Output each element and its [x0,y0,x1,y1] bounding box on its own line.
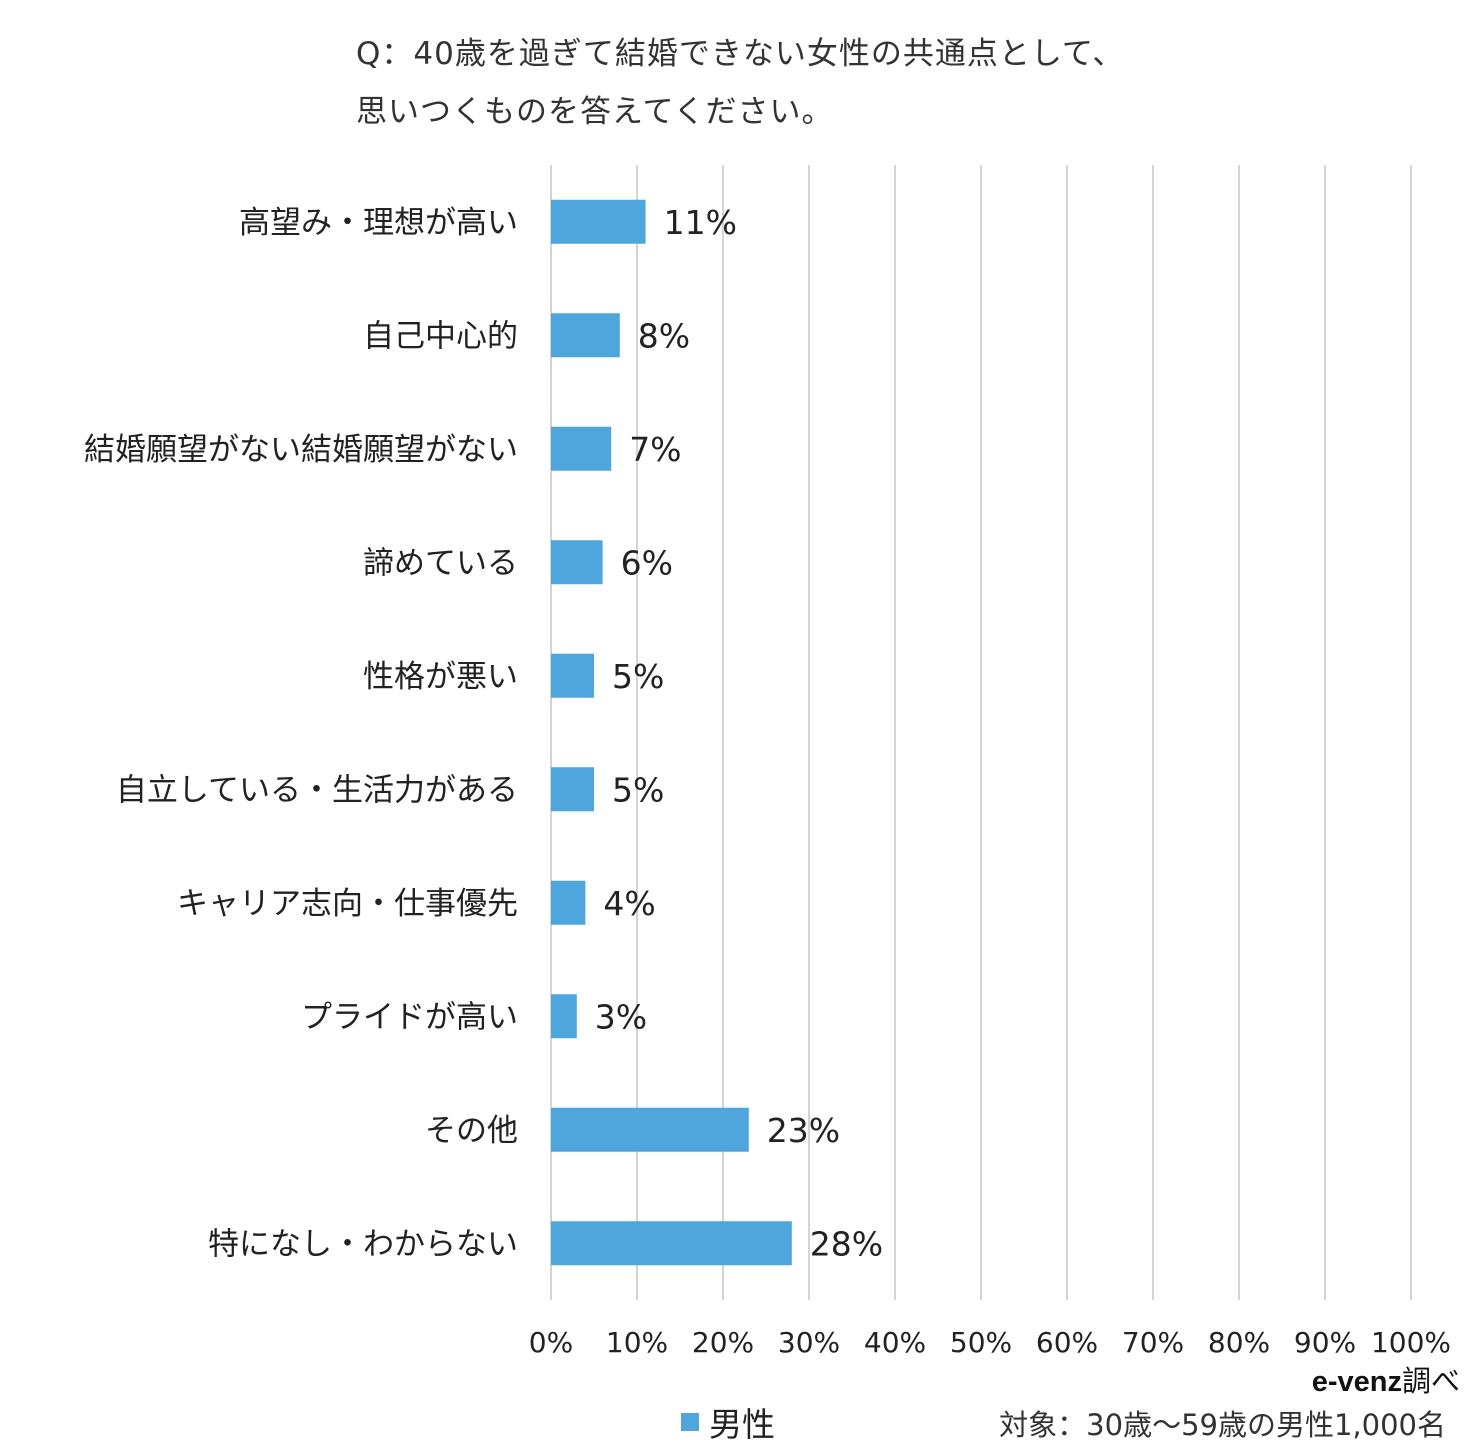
x-tick-label: 30% [778,1326,840,1359]
x-tick-label: 100% [1371,1326,1451,1359]
bar [551,653,594,698]
category-label: 自立している・生活力がある [116,772,518,808]
value-label: 5% [612,657,664,696]
bar [551,767,594,812]
bar [551,540,603,585]
category-label: 自己中心的 [363,318,518,354]
value-label: 28% [810,1224,883,1263]
value-label: 6% [621,543,673,582]
category-labels: 高望み・理想が高い自己中心的結婚願望がない結婚願望がない諦めている性格が悪い自立… [84,205,518,1263]
x-tick-label: 60% [1036,1326,1098,1359]
bar [551,994,577,1039]
category-label: 特になし・わからない [208,1226,518,1262]
legend-swatch [681,1413,699,1431]
bar [551,313,620,358]
legend-label: 男性 [709,1405,775,1444]
category-label: 性格が悪い [363,659,518,695]
bars [551,199,792,1266]
x-tick-label: 70% [1122,1326,1184,1359]
grid-lines [550,165,1412,1300]
value-label: 7% [629,430,681,469]
value-label: 23% [767,1111,840,1150]
survey-target-note: 対象：30歳～59歳の男性1,000名 [999,1408,1446,1442]
category-label: その他 [425,1113,518,1149]
x-tick-label: 40% [864,1326,926,1359]
value-label: 4% [603,884,655,923]
x-tick-label: 20% [692,1326,754,1359]
x-tick-labels: 0% 10% 20% 30% 40% 50% 60% 70% 80% 90% 100% [529,1326,1451,1359]
category-label: 高望み・理想が高い [239,205,518,241]
category-label: プライドが高い [301,999,518,1035]
source-credit: e-venz調べ [1312,1358,1460,1400]
x-tick-label: 80% [1208,1326,1270,1359]
legend: 男性 [681,1398,775,1446]
value-label: 8% [638,316,690,355]
bar [551,426,612,471]
value-label: 5% [612,770,664,809]
bar [551,1221,792,1266]
category-label: キャリア志向・仕事優先 [177,886,518,922]
category-label: 諦めている [363,545,518,581]
value-labels: 11% 8% 7% 6% 5% 5% 4% 3% 23% 28% [595,203,883,1264]
bar [551,199,646,244]
source-suffix: 調べ [1401,1364,1460,1398]
x-tick-label: 10% [606,1326,668,1359]
chart-title-line2: 思いつくものを答えてください。 [356,94,834,130]
value-label: 11% [664,203,737,242]
x-tick-label: 90% [1294,1326,1356,1359]
bar [551,880,586,925]
x-tick-label: 0% [529,1326,573,1359]
x-tick-label: 50% [950,1326,1012,1359]
source-brand: e-venz [1311,1366,1402,1398]
chart-title-line1: Q：40歳を過ぎて結婚できない女性の共通点として、 [356,36,1125,72]
value-label: 3% [595,997,647,1036]
bar [551,1107,749,1152]
category-label: 結婚願望がない結婚願望がない [84,432,518,468]
